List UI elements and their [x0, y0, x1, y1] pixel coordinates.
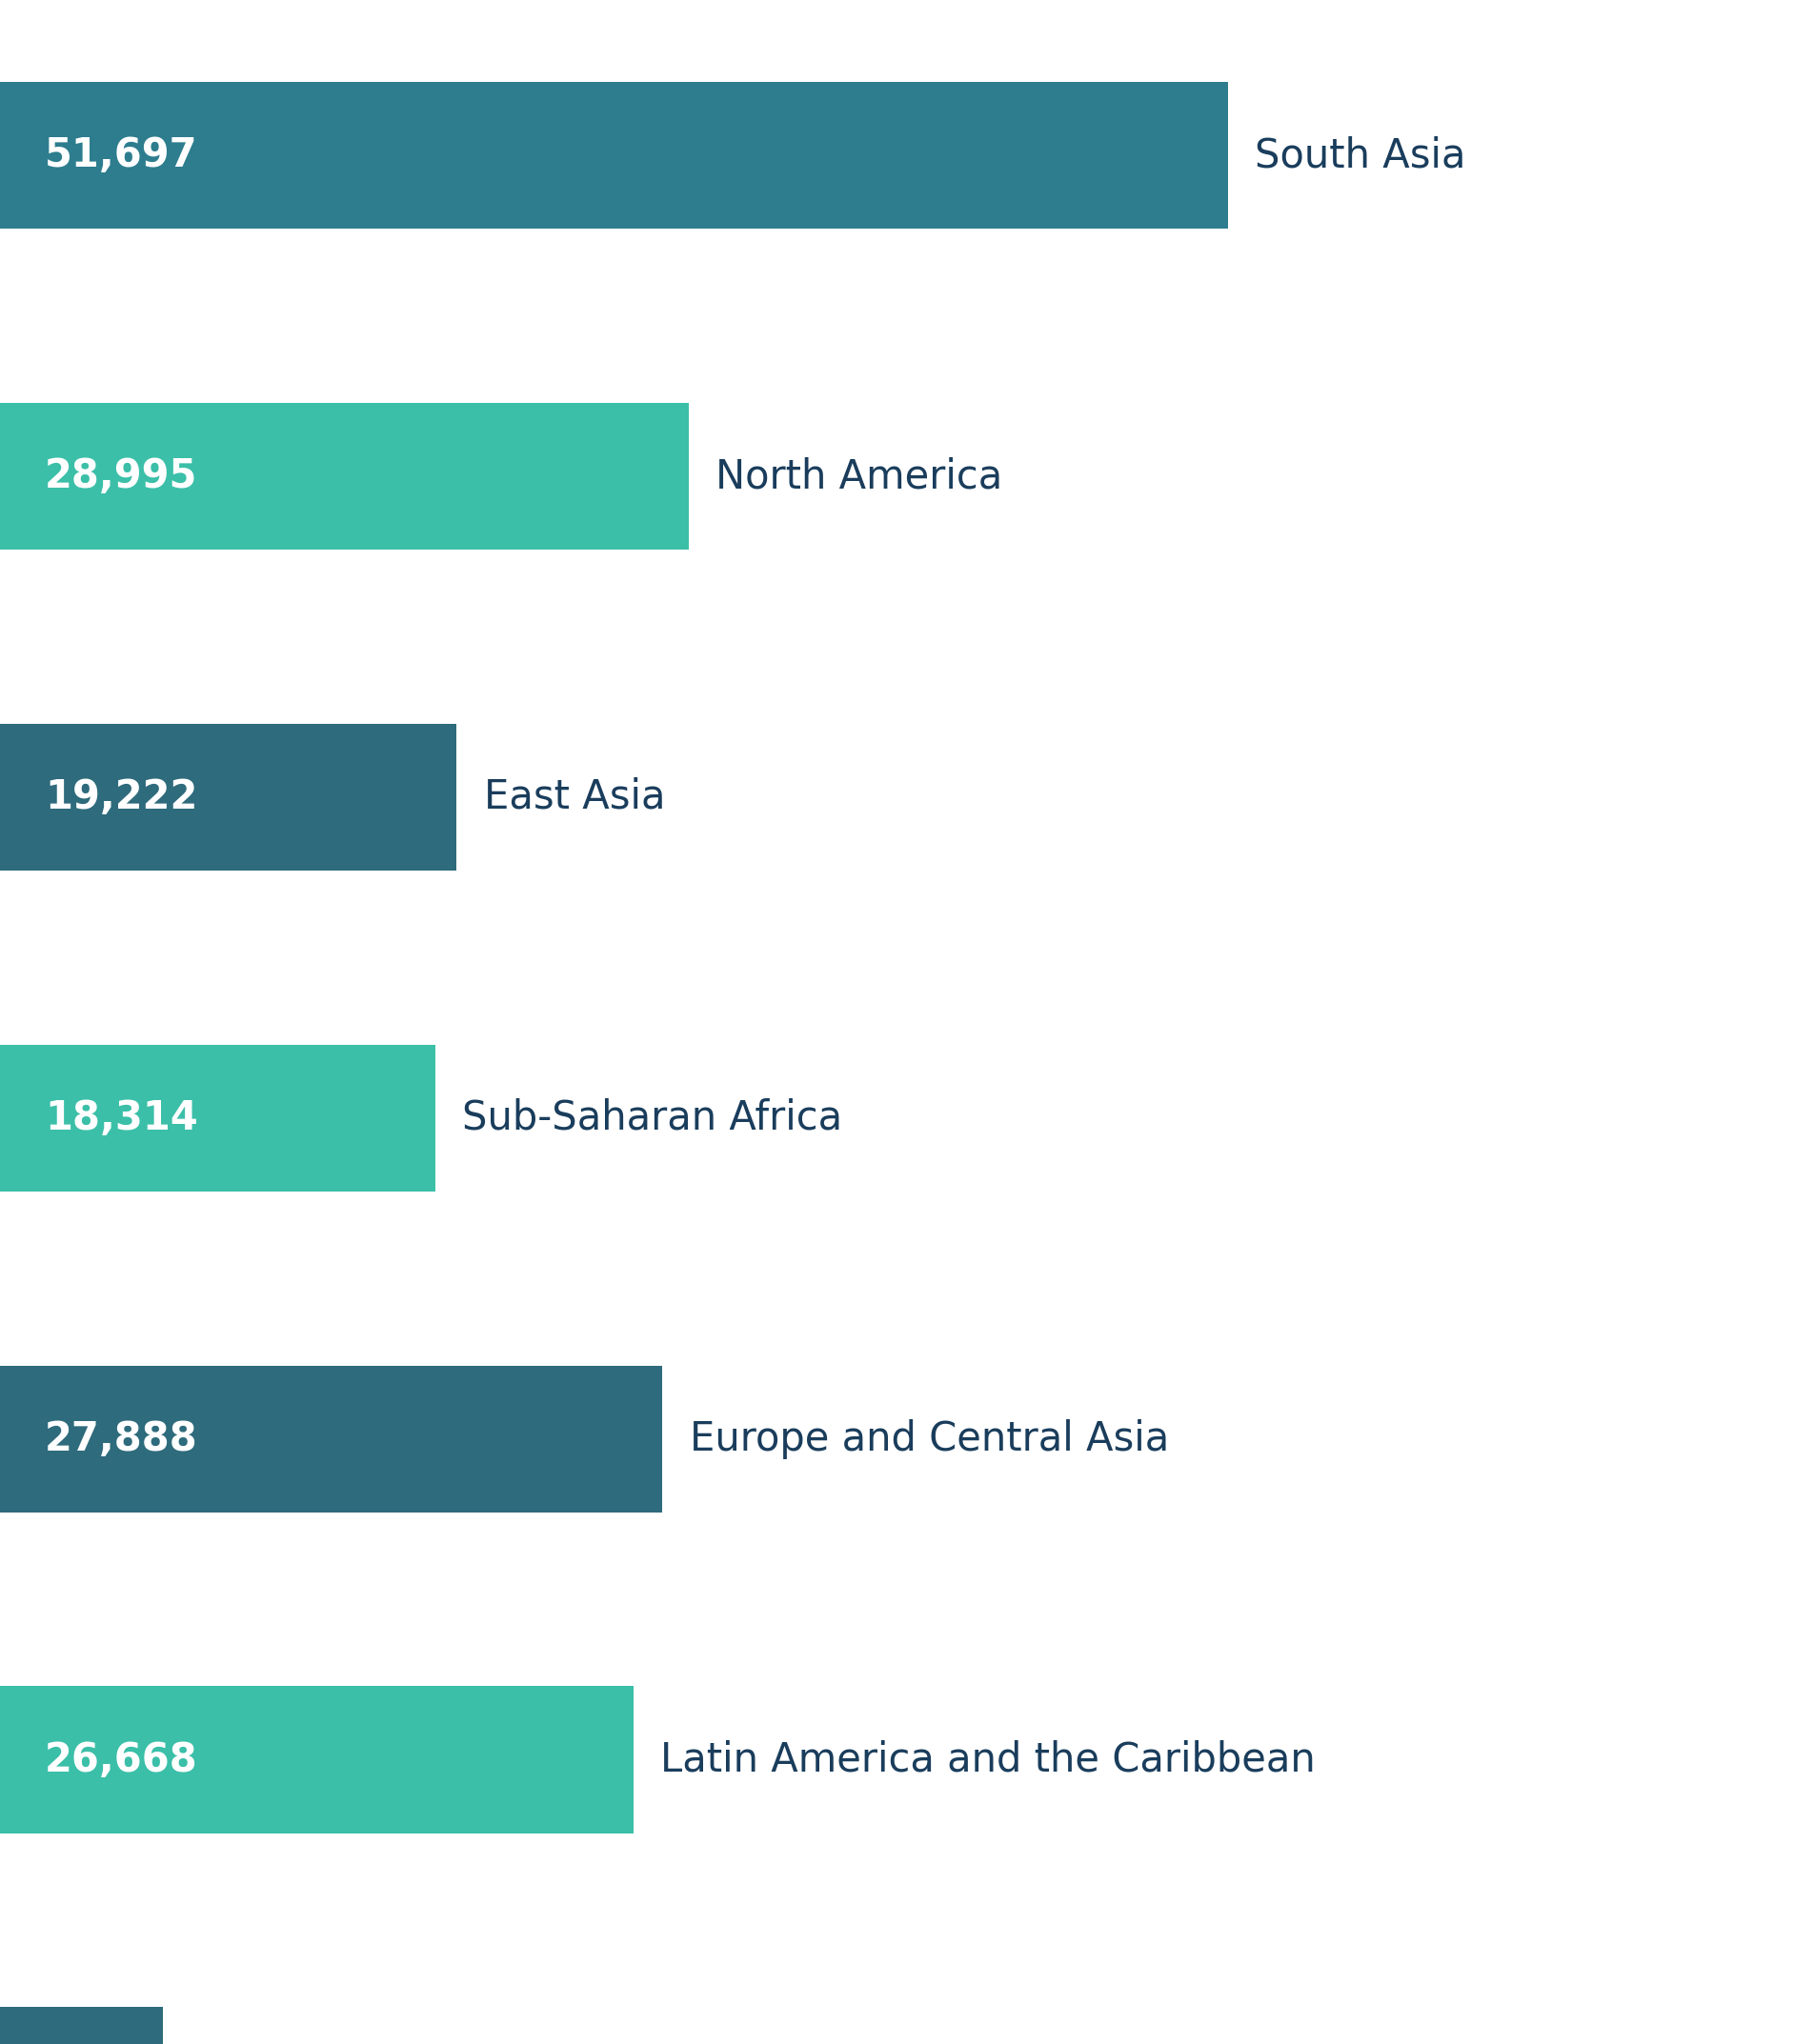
FancyBboxPatch shape: [0, 82, 1228, 229]
FancyBboxPatch shape: [0, 1686, 633, 1833]
FancyBboxPatch shape: [0, 1044, 436, 1192]
Text: 26,668: 26,668: [45, 1739, 197, 1780]
FancyBboxPatch shape: [0, 1365, 663, 1513]
Text: Europe and Central Asia: Europe and Central Asia: [690, 1419, 1169, 1459]
Text: 18,314: 18,314: [45, 1098, 197, 1139]
Text: North America: North America: [715, 456, 1002, 497]
FancyBboxPatch shape: [0, 403, 689, 550]
Text: Sub-Saharan Africa: Sub-Saharan Africa: [463, 1098, 843, 1139]
Text: 51,697: 51,697: [45, 135, 197, 176]
Text: 19,222: 19,222: [45, 777, 197, 818]
Text: East Asia: East Asia: [484, 777, 665, 818]
FancyBboxPatch shape: [0, 2007, 163, 2044]
Text: 27,888: 27,888: [45, 1419, 197, 1459]
Text: Latin America and the Caribbean: Latin America and the Caribbean: [660, 1739, 1316, 1780]
Text: 28,995: 28,995: [45, 456, 197, 497]
Text: South Asia: South Asia: [1255, 135, 1467, 176]
FancyBboxPatch shape: [0, 724, 457, 871]
